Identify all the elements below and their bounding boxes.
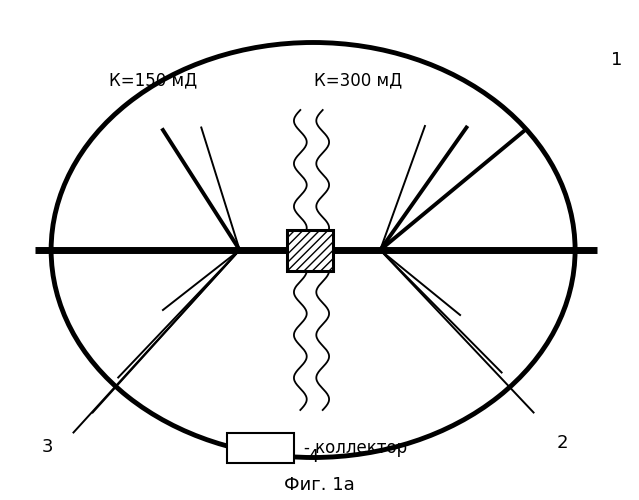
Bar: [287, 230, 333, 270]
Text: 1: 1: [611, 51, 622, 69]
Text: 3: 3: [42, 438, 54, 456]
Text: 2: 2: [557, 434, 568, 452]
Text: Фиг. 1а: Фиг. 1а: [284, 476, 355, 494]
Text: К=150 мД: К=150 мД: [109, 71, 197, 89]
Bar: [227, 432, 294, 462]
Text: - коллектор: - коллектор: [304, 439, 406, 457]
Text: К=300 мД: К=300 мД: [314, 71, 402, 89]
Text: 4: 4: [307, 448, 319, 466]
